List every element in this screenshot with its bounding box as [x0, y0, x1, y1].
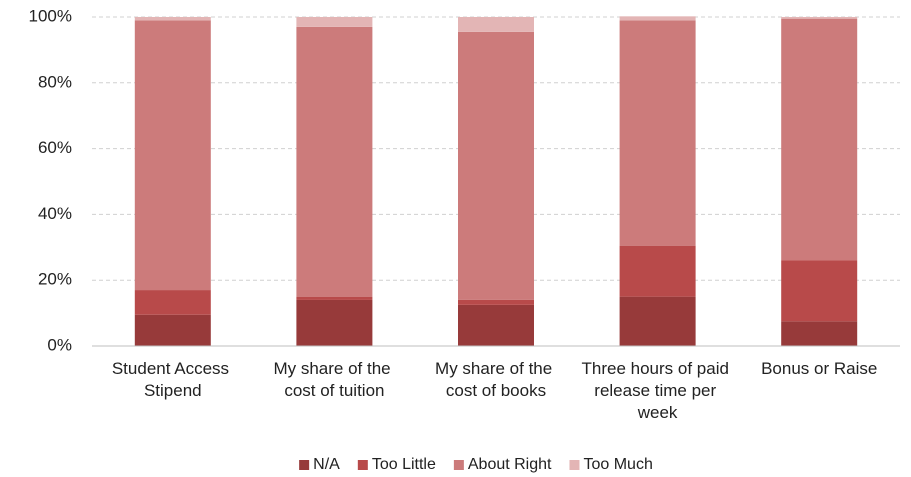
bar-segment	[134, 314, 211, 346]
bar-segment	[296, 26, 373, 297]
bar-segment	[458, 31, 534, 300]
y-tick-label: 80%	[38, 72, 72, 91]
x-tick-label: Student Access Stipend	[112, 359, 234, 400]
x-tick-label: Three hours of paid release time per wee…	[582, 359, 734, 422]
y-tick-label: 40%	[38, 204, 72, 223]
x-tick-label: My share of the cost of tuition	[273, 359, 395, 400]
y-tick-label: 100%	[29, 6, 72, 25]
legend-label: Too Little	[372, 456, 436, 473]
bar-segment	[781, 18, 858, 261]
legend: N/A Too Little About Right Too Much	[299, 456, 653, 473]
legend-swatch	[299, 460, 310, 470]
bar-segment	[781, 321, 858, 346]
bar-segment	[458, 304, 534, 346]
bar-segment	[296, 299, 373, 346]
legend-label: Too Much	[583, 456, 652, 473]
legend-label: N/A	[313, 456, 340, 473]
bar-segment	[781, 17, 858, 19]
legend-swatch	[453, 460, 464, 470]
legend-label: About Right	[468, 456, 552, 473]
bar-segment	[619, 296, 696, 346]
bar-segment	[296, 17, 373, 27]
bar-segment	[296, 296, 373, 300]
y-tick-label: 20%	[38, 270, 72, 289]
bar-segment	[619, 16, 696, 21]
bar-segment	[134, 290, 211, 315]
x-tick-label: My share of the cost of books	[435, 359, 557, 400]
y-tick-label: 60%	[38, 138, 72, 157]
x-tick-label: Bonus or Raise	[761, 359, 877, 378]
legend-swatch	[357, 460, 368, 470]
bar-segment	[134, 20, 211, 291]
bar-segment	[781, 260, 858, 322]
bar-segment	[458, 299, 534, 305]
bar-segment	[134, 17, 211, 21]
y-tick-label: 0%	[47, 335, 72, 354]
bar-segment	[458, 17, 534, 32]
bar-segment	[619, 245, 696, 297]
legend-swatch	[569, 460, 580, 470]
bar-segment	[619, 20, 696, 246]
